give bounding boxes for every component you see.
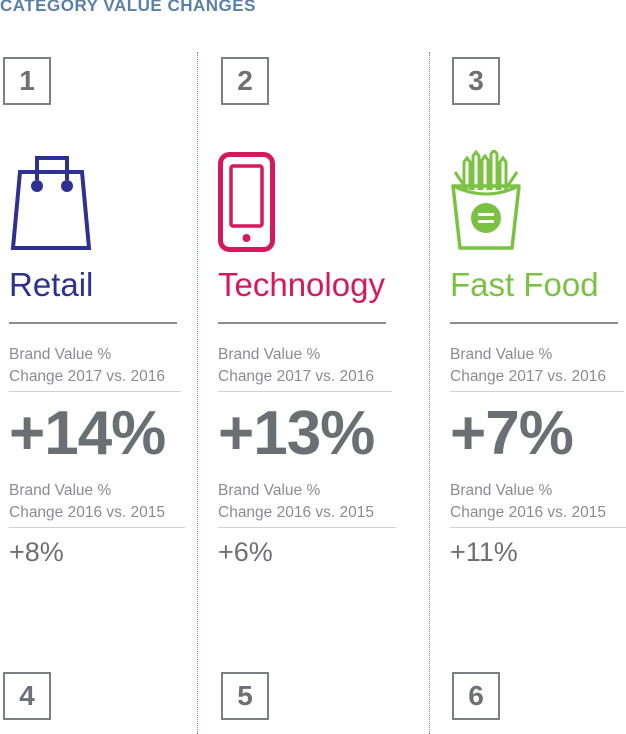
label-change-2016-line2: Change 2016 vs. 2015 xyxy=(218,504,374,521)
column-divider xyxy=(429,52,430,734)
smartphone-icon xyxy=(218,152,275,252)
category-name: Technology xyxy=(218,266,385,303)
number-box: 1 xyxy=(3,57,51,105)
column-divider xyxy=(197,52,198,734)
label-change-2016-line1: Brand Value % xyxy=(218,482,321,499)
change-2016-value: +6% xyxy=(218,537,273,567)
category-column-fast-food: 3 Fast Food Brand Value % Change 2017 vs… xyxy=(450,0,626,734)
number-label: 3 xyxy=(468,65,484,96)
label-change-2017-line2: Change 2017 vs. 2016 xyxy=(218,368,374,385)
separator xyxy=(450,527,626,528)
label-change-2017-line1: Brand Value % xyxy=(450,346,553,363)
change-2017-value: +14% xyxy=(9,399,166,468)
separator xyxy=(9,527,185,528)
change-2017-value: +7% xyxy=(450,399,574,468)
label-change-2017-line2: Change 2017 vs. 2016 xyxy=(450,368,606,385)
separator xyxy=(9,391,181,392)
change-2016-value: +11% xyxy=(450,537,518,567)
shopping-bag-icon xyxy=(10,156,92,250)
label-change-2017-line2: Change 2017 vs. 2016 xyxy=(9,368,165,385)
heading-rule xyxy=(450,322,618,324)
number-box: 3 xyxy=(452,57,500,105)
label-change-2017-line1: Brand Value % xyxy=(9,346,112,363)
number-label: 6 xyxy=(468,680,484,711)
number-box: 5 xyxy=(221,672,269,720)
number-label: 5 xyxy=(237,680,253,711)
label-change-2017-line1: Brand Value % xyxy=(218,346,321,363)
number-label: 4 xyxy=(19,680,35,711)
category-column-retail: 1 Retail Brand Value % Change 2017 vs. 2… xyxy=(3,0,189,734)
page-title: CATEGORY VALUE CHANGES xyxy=(0,0,256,15)
label-change-2016-line2: Change 2016 vs. 2015 xyxy=(9,504,165,521)
change-2016-value: +8% xyxy=(9,537,64,567)
french-fries-icon xyxy=(451,150,521,250)
label-change-2016-line1: Brand Value % xyxy=(9,482,112,499)
heading-rule xyxy=(218,322,386,324)
separator xyxy=(218,391,392,392)
category-name: Fast Food xyxy=(450,266,599,303)
heading-rule xyxy=(9,322,177,324)
number-box: 4 xyxy=(3,672,51,720)
number-box: 6 xyxy=(452,672,500,720)
separator xyxy=(450,391,624,392)
label-change-2016-line1: Brand Value % xyxy=(450,482,553,499)
category-name: Retail xyxy=(9,266,94,303)
change-2017-value: +13% xyxy=(218,399,375,468)
number-label: 1 xyxy=(19,65,35,96)
label-change-2016-line2: Change 2016 vs. 2015 xyxy=(450,504,606,521)
number-label: 2 xyxy=(237,65,253,96)
category-column-technology: 2 Technology Brand Value % Change 2017 v… xyxy=(218,0,418,734)
number-box: 2 xyxy=(221,57,269,105)
separator xyxy=(218,527,396,528)
